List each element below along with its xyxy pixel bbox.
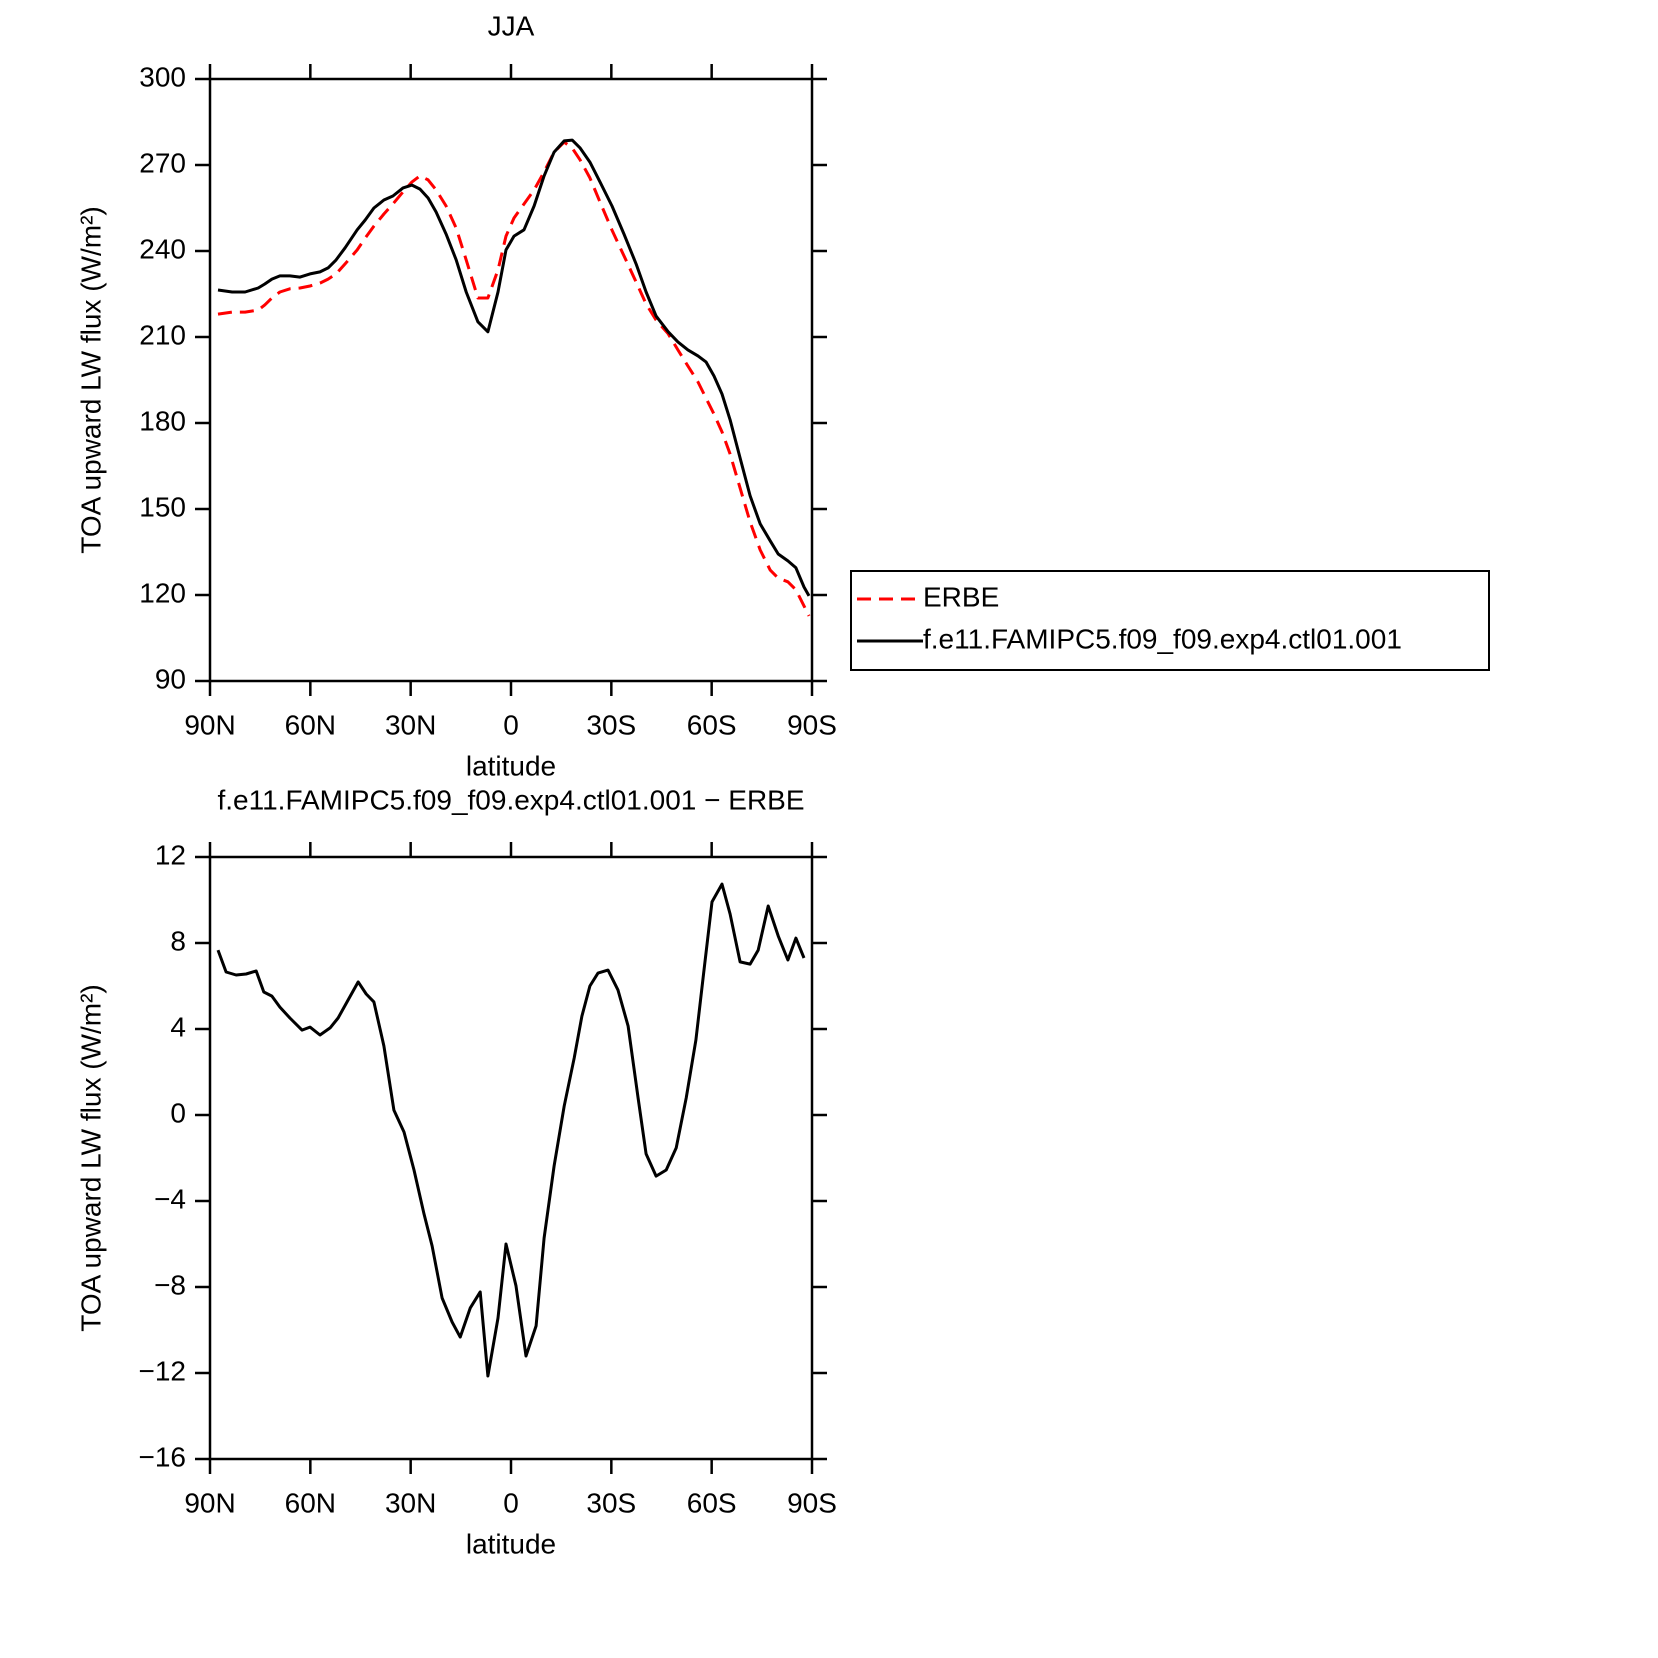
y-tick-label: 4 bbox=[170, 1011, 186, 1042]
x-tick-label: 30N bbox=[385, 709, 436, 740]
x-tick-label: 30S bbox=[586, 709, 636, 740]
y-tick-label: 0 bbox=[170, 1097, 186, 1128]
x-tick-label: 30S bbox=[586, 1487, 636, 1518]
x-tick-label: 60N bbox=[285, 1487, 336, 1518]
x-tick-label: 90S bbox=[787, 709, 837, 740]
x-tick-label: 0 bbox=[503, 709, 519, 740]
y-tick-label: 90 bbox=[155, 663, 186, 694]
y-tick-label: 8 bbox=[170, 925, 186, 956]
x-tick-label: 90N bbox=[184, 1487, 235, 1518]
data-line bbox=[217, 140, 811, 617]
y-tick-label: −4 bbox=[154, 1183, 186, 1214]
x-tick-label: 0 bbox=[503, 1487, 519, 1518]
y-axis-label: TOA upward LW flux (W/m²) bbox=[75, 206, 106, 553]
legend-label: f.e11.FAMIPC5.f09_f09.exp4.ctl01.001 bbox=[923, 623, 1402, 654]
x-tick-label: 90N bbox=[184, 709, 235, 740]
y-tick-label: 180 bbox=[139, 405, 186, 436]
y-tick-label: −12 bbox=[139, 1355, 187, 1386]
chart-title: f.e11.FAMIPC5.f09_f09.exp4.ctl01.001 − E… bbox=[217, 784, 804, 815]
y-tick-label: 12 bbox=[155, 839, 186, 870]
x-tick-label: 30N bbox=[385, 1487, 436, 1518]
plot-frame bbox=[208, 855, 814, 1461]
plot-frame bbox=[208, 77, 814, 683]
y-tick-label: 240 bbox=[139, 233, 186, 264]
x-axis-label: latitude bbox=[466, 1528, 556, 1559]
y-tick-label: −16 bbox=[139, 1441, 187, 1472]
y-axis-label: TOA upward LW flux (W/m²) bbox=[75, 984, 106, 1331]
data-line bbox=[217, 138, 811, 597]
x-axis-label: latitude bbox=[466, 750, 556, 781]
y-tick-label: 210 bbox=[139, 319, 186, 350]
x-tick-label: 60N bbox=[285, 709, 336, 740]
y-tick-label: 270 bbox=[139, 147, 186, 178]
data-line bbox=[216, 882, 806, 1378]
y-tick-label: 300 bbox=[139, 61, 186, 92]
legend-box bbox=[850, 570, 1490, 671]
x-tick-label: 60S bbox=[687, 709, 737, 740]
y-tick-label: −8 bbox=[154, 1269, 186, 1300]
legend-label: ERBE bbox=[923, 581, 999, 612]
x-tick-label: 60S bbox=[687, 1487, 737, 1518]
y-tick-label: 120 bbox=[139, 577, 186, 608]
chart-title: JJA bbox=[488, 10, 535, 41]
x-tick-label: 90S bbox=[787, 1487, 837, 1518]
y-tick-label: 150 bbox=[139, 491, 186, 522]
